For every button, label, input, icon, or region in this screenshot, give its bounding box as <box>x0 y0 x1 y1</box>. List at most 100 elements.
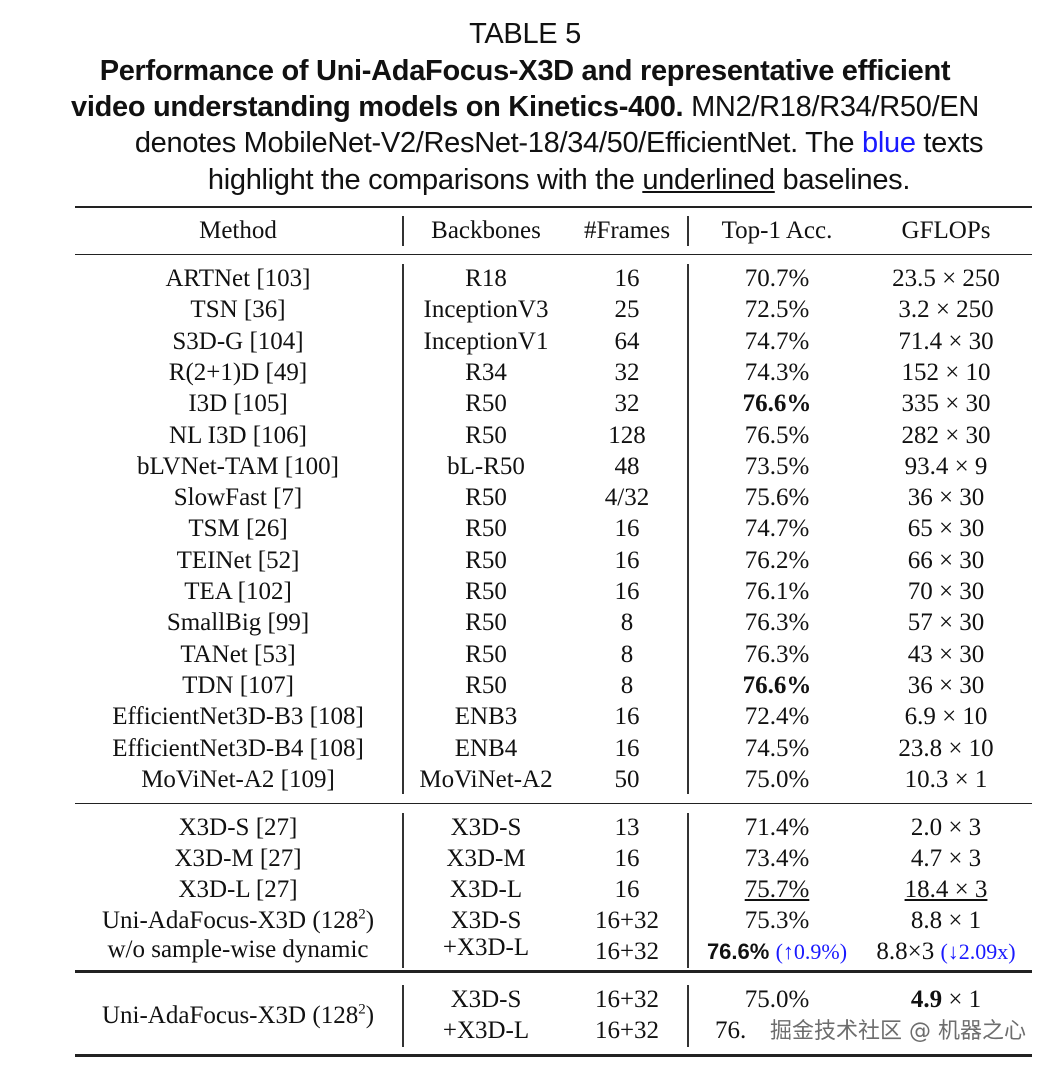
column-header: GFLOPs <box>901 217 991 244</box>
table-cell-backbone: R50 <box>465 546 507 574</box>
table-cell-acc: 76.5% <box>744 421 810 449</box>
table-cell-backbone: MoViNet-A2 <box>419 765 553 793</box>
final-frames: 16+32 <box>594 1017 660 1044</box>
table-cell-backbone: X3D-L <box>449 876 523 903</box>
table-cell-gflops: 23.8 × 10 <box>898 734 994 762</box>
table-cell-acc: 72.4% <box>744 703 810 731</box>
table-cell-acc: 75.7% <box>744 876 810 903</box>
column-header: #Frames <box>583 217 671 244</box>
table-cell-method: I3D [105] <box>188 390 288 418</box>
table-cell-backbone: R18 <box>465 265 507 292</box>
table-cell-frames: 25 <box>614 296 640 324</box>
ablation-gflops: 8.8×3 (↓2.09x) <box>876 938 1016 965</box>
table-cell-gflops: 66 × 30 <box>907 546 985 574</box>
table-cell-method: bLVNet-TAM [100] <box>137 452 339 480</box>
blue-word: blue <box>862 127 916 159</box>
table-cell-frames: 128 <box>608 421 646 449</box>
table-cell-frames: 16 <box>614 546 640 574</box>
table-cell-backbone: R34 <box>465 358 507 386</box>
column-separator <box>687 264 689 794</box>
table-cell-method: TEINet [52] <box>176 546 300 574</box>
table-cell-frames: 16 <box>614 845 640 872</box>
table-cell-acc: 74.7% <box>744 515 810 543</box>
table-cell-gflops: 93.4 × 9 <box>904 452 988 480</box>
table-cell-backbone: R50 <box>465 484 507 512</box>
table-cell-frames: 16 <box>614 515 640 543</box>
header-separator <box>687 216 689 246</box>
table-cell-backbone: R50 <box>465 609 507 637</box>
ablation-backbone: +X3D-L <box>442 934 530 961</box>
table-cell-backbone: R50 <box>465 578 507 605</box>
caption-title-line2: video understanding models on Kinetics-4… <box>70 91 980 123</box>
table-cell-frames: 16 <box>614 734 640 762</box>
table-cell-gflops: 335 × 30 <box>901 390 991 418</box>
table-cell-gflops: 6.9 × 10 <box>904 703 988 731</box>
final-gflops: 4.9 × 1 <box>910 986 982 1013</box>
table-cell-method: TEA [102] <box>184 578 292 605</box>
table-cell-frames: 8 <box>620 671 634 699</box>
column-separator <box>402 985 404 1047</box>
table-cell-method: X3D-L [27] <box>178 876 298 903</box>
table-cell-acc: 74.3% <box>744 358 810 386</box>
section-rule-1 <box>75 803 1032 804</box>
table-cell-gflops: 282 × 30 <box>901 421 991 449</box>
table-cell-acc: 76.1% <box>744 578 810 605</box>
table-cell-frames: 16 <box>614 265 640 292</box>
table-cell-frames: 32 <box>614 358 640 386</box>
table-cell-gflops: 71.4 × 30 <box>898 327 994 355</box>
final-frames: 16+32 <box>594 986 660 1013</box>
table-cell-method: TDN [107] <box>182 671 294 699</box>
watermark: 掘金技术社区 @ 机器之心 <box>770 1019 1026 1044</box>
table-cell-backbone: bL-R50 <box>447 452 525 480</box>
table-cell-backbone: R50 <box>465 390 507 418</box>
table-cell-frames: 32 <box>614 390 640 418</box>
ablation-method-sub: w/o sample-wise dynamic <box>107 936 369 963</box>
table-cell-gflops: 10.3 × 1 <box>904 765 988 793</box>
table-cell-acc: 76.6% <box>742 390 812 418</box>
table-cell-frames: 48 <box>614 452 640 480</box>
table-cell-method: S3D-G [104] <box>172 327 304 355</box>
final-acc: 75.0% <box>744 986 810 1013</box>
ablation-acc: 76.6% (↑0.9%) <box>706 939 848 964</box>
table-cell-method: X3D-M [27] <box>174 845 302 872</box>
table-cell-frames: 64 <box>614 327 640 355</box>
ablation-frames: 16+32 <box>594 938 660 965</box>
table-cell-backbone: R50 <box>465 640 507 668</box>
table-cell-acc: 75.0% <box>744 765 810 793</box>
table-cell-acc: 75.6% <box>744 484 810 512</box>
table-cell-backbone: ENB3 <box>454 703 518 731</box>
table-cell-method: SmallBig [99] <box>166 609 310 637</box>
table-cell-frames: 13 <box>614 814 640 841</box>
table-cell-method: NL I3D [106] <box>169 421 307 449</box>
ablation-backbone: X3D-S <box>450 907 522 934</box>
final-backbone: X3D-S <box>450 986 522 1013</box>
table-cell-gflops: 65 × 30 <box>907 515 985 543</box>
caption-title-line1: Performance of Uni-AdaFocus-X3D and repr… <box>99 55 951 87</box>
table-cell-gflops: 23.5 × 250 <box>892 265 1000 292</box>
table-cell-backbone: X3D-M <box>446 845 526 872</box>
table-cell-frames: 50 <box>614 765 640 793</box>
column-header: Backbones <box>431 217 541 244</box>
table-cell-method: X3D-S [27] <box>178 814 298 841</box>
table-cell-backbone: R50 <box>465 671 507 699</box>
ablation-frames: 16+32 <box>594 907 660 934</box>
table-cell-backbone: X3D-S <box>450 814 522 841</box>
table-cell-gflops: 36 × 30 <box>907 484 985 512</box>
table-cell-method: TANet [53] <box>180 640 296 668</box>
section-rule-2 <box>75 970 1032 973</box>
ablation-method: Uni-AdaFocus-X3D (1282) <box>101 906 375 934</box>
table-cell-acc: 73.5% <box>744 452 810 480</box>
table-cell-backbone: InceptionV1 <box>423 327 549 355</box>
ablation-gflops: 8.8 × 1 <box>910 907 982 934</box>
column-separator <box>402 813 404 968</box>
column-separator <box>402 264 404 794</box>
table-cell-backbone: R50 <box>465 421 507 449</box>
table-cell-gflops: 4.7 × 3 <box>910 845 982 872</box>
table-cell-method: EfficientNet3D-B3 [108] <box>112 703 364 731</box>
final-acc: 76. <box>715 1017 747 1044</box>
table-cell-backbone: ENB4 <box>454 734 518 762</box>
table-cell-backbone: InceptionV3 <box>423 296 549 324</box>
header-rule <box>75 254 1032 255</box>
table-cell-gflops: 3.2 × 250 <box>898 296 994 324</box>
bottom-rule <box>75 1054 1032 1057</box>
